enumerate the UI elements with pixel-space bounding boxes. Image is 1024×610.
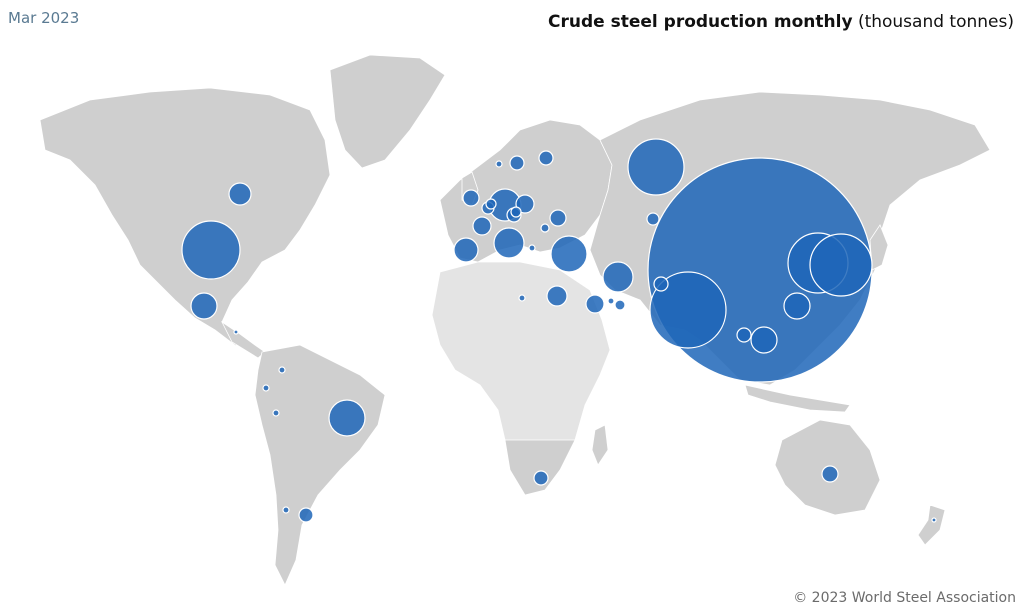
land-south-america (254, 344, 386, 586)
land-madagascar (591, 424, 609, 466)
bubble-norway (495, 160, 503, 168)
bubble-france (472, 216, 492, 236)
bubble-uk (462, 189, 480, 207)
bubble-thailand (736, 327, 752, 343)
bubble-iran (602, 261, 634, 293)
bubble-russia (627, 138, 685, 196)
land-southern-africa (504, 439, 576, 496)
bubble-finland (538, 150, 554, 166)
bubble-libya (518, 294, 526, 302)
bubble-ecuador (262, 384, 270, 392)
land-new-zealand (917, 504, 946, 546)
bubble-spain (453, 237, 479, 263)
bubble-layer (181, 138, 937, 523)
bubble-australia (821, 465, 839, 483)
bubble-vietnam (750, 326, 778, 354)
land-indonesia (744, 384, 851, 413)
date-label: Mar 2023 (8, 9, 80, 27)
bubble-turkey (550, 235, 588, 273)
bubble-sweden (509, 155, 525, 171)
bubble-netherlands (485, 198, 497, 210)
bubble-guatemala (233, 329, 239, 335)
bubble-south-korea (809, 233, 873, 297)
bubble-greece (528, 244, 536, 252)
title-main: Crude steel production monthly (548, 12, 853, 32)
bubble-mexico (190, 292, 218, 320)
copyright: © 2023 World Steel Association (793, 590, 1016, 606)
title-unit: (thousand tonnes) (857, 12, 1014, 32)
bubble-peru (272, 409, 280, 417)
bubble-india (649, 271, 727, 349)
bubble-romania (540, 223, 550, 233)
bubble-chile (282, 506, 290, 514)
land-greenland (329, 54, 446, 169)
bubble-czechia (510, 206, 522, 218)
bubble-egypt (546, 285, 568, 307)
bubble-ukraine (549, 209, 567, 227)
land-north-america (39, 87, 331, 347)
bubble-qatar (607, 297, 615, 305)
bubble-brazil (328, 399, 366, 437)
map-title: Crude steel production monthly (thousand… (548, 12, 1014, 32)
bubble-kazakhstan (646, 212, 660, 226)
bubble-taiwan (783, 292, 811, 320)
bubble-italy (493, 227, 525, 259)
bubble-saudi-arabia (585, 294, 605, 314)
bubble-south-africa (533, 470, 549, 486)
bubble-poland (515, 194, 535, 214)
bubble-pakistan (653, 276, 669, 292)
bubble-usa (181, 220, 241, 280)
bubble-new-zealand (931, 517, 937, 523)
bubble-canada (228, 182, 252, 206)
bubble-uae (614, 299, 626, 311)
bubble-argentina (298, 507, 314, 523)
bubble-colombia (278, 366, 286, 374)
